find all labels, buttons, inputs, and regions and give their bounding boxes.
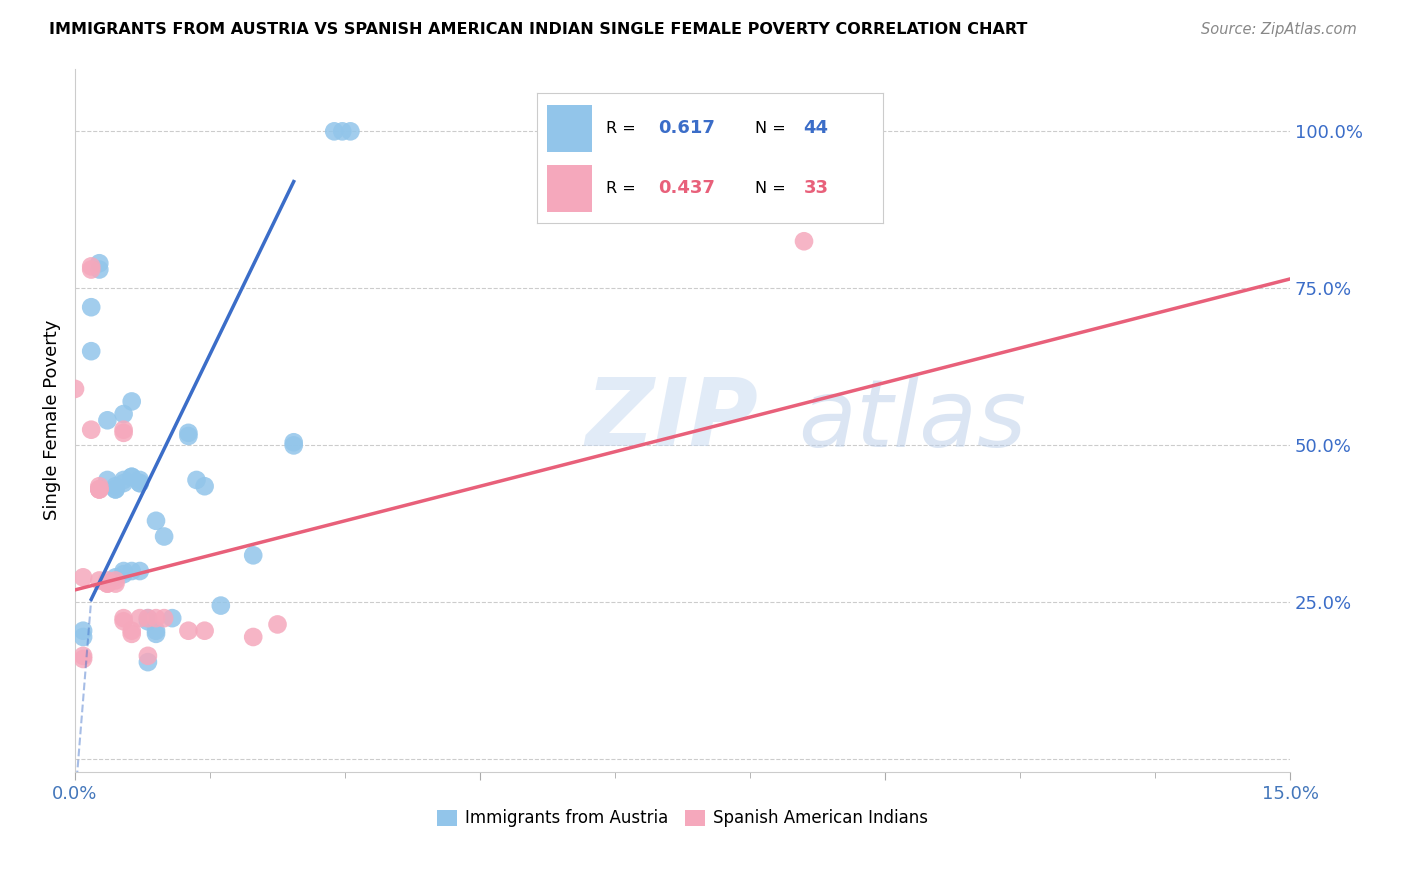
Point	[112, 564, 135, 578]
Point	[104, 576, 127, 591]
Point	[80, 260, 103, 274]
Point	[96, 574, 118, 588]
Point	[121, 627, 143, 641]
Point	[194, 624, 217, 638]
Point	[194, 479, 217, 493]
Point	[121, 470, 143, 484]
Point	[112, 425, 135, 440]
Point	[96, 576, 118, 591]
Point	[186, 473, 208, 487]
Point	[266, 617, 288, 632]
Point	[72, 652, 94, 666]
Point	[160, 611, 183, 625]
Point	[104, 483, 127, 497]
Point	[112, 407, 135, 421]
Y-axis label: Single Female Poverty: Single Female Poverty	[44, 320, 60, 520]
Point	[283, 438, 305, 452]
Point	[72, 570, 94, 584]
Point	[104, 574, 127, 588]
Point	[136, 611, 159, 625]
Point	[128, 564, 150, 578]
Point	[121, 624, 143, 638]
Point	[136, 615, 159, 629]
Legend: Immigrants from Austria, Spanish American Indians: Immigrants from Austria, Spanish America…	[430, 803, 935, 834]
Point	[323, 124, 346, 138]
Point	[121, 564, 143, 578]
Point	[89, 262, 111, 277]
Point	[104, 570, 127, 584]
Point	[72, 648, 94, 663]
Text: ZIP: ZIP	[585, 375, 758, 467]
Point	[112, 567, 135, 582]
Point	[339, 124, 361, 138]
Point	[89, 483, 111, 497]
Point	[112, 476, 135, 491]
Point	[283, 435, 305, 450]
Point	[128, 476, 150, 491]
Point	[89, 479, 111, 493]
Point	[112, 423, 135, 437]
Point	[242, 549, 264, 563]
Point	[136, 611, 159, 625]
Point	[128, 476, 150, 491]
Point	[89, 483, 111, 497]
Point	[145, 514, 167, 528]
Point	[330, 124, 353, 138]
Point	[72, 624, 94, 638]
Point	[136, 655, 159, 669]
Point	[104, 483, 127, 497]
Point	[89, 483, 111, 497]
Point	[104, 479, 127, 493]
Point	[89, 574, 111, 588]
Point	[153, 529, 176, 543]
Point	[112, 611, 135, 625]
Point	[145, 611, 167, 625]
Point	[80, 344, 103, 359]
Point	[96, 473, 118, 487]
Point	[128, 611, 150, 625]
Text: atlas: atlas	[799, 375, 1026, 466]
Point	[242, 630, 264, 644]
Point	[145, 624, 167, 638]
Point	[128, 473, 150, 487]
Point	[80, 423, 103, 437]
Point	[177, 429, 200, 443]
Point	[153, 611, 176, 625]
Point	[112, 615, 135, 629]
Point	[89, 256, 111, 270]
Point	[145, 627, 167, 641]
Point	[177, 425, 200, 440]
Point	[209, 599, 232, 613]
Point	[121, 394, 143, 409]
Point	[63, 382, 86, 396]
Point	[72, 630, 94, 644]
Point	[793, 234, 815, 248]
Point	[80, 262, 103, 277]
Point	[112, 473, 135, 487]
Text: IMMIGRANTS FROM AUSTRIA VS SPANISH AMERICAN INDIAN SINGLE FEMALE POVERTY CORRELA: IMMIGRANTS FROM AUSTRIA VS SPANISH AMERI…	[49, 22, 1028, 37]
Point	[80, 300, 103, 314]
Text: Source: ZipAtlas.com: Source: ZipAtlas.com	[1201, 22, 1357, 37]
Point	[136, 648, 159, 663]
Point	[177, 624, 200, 638]
Point	[96, 576, 118, 591]
Point	[121, 470, 143, 484]
Point	[96, 413, 118, 427]
